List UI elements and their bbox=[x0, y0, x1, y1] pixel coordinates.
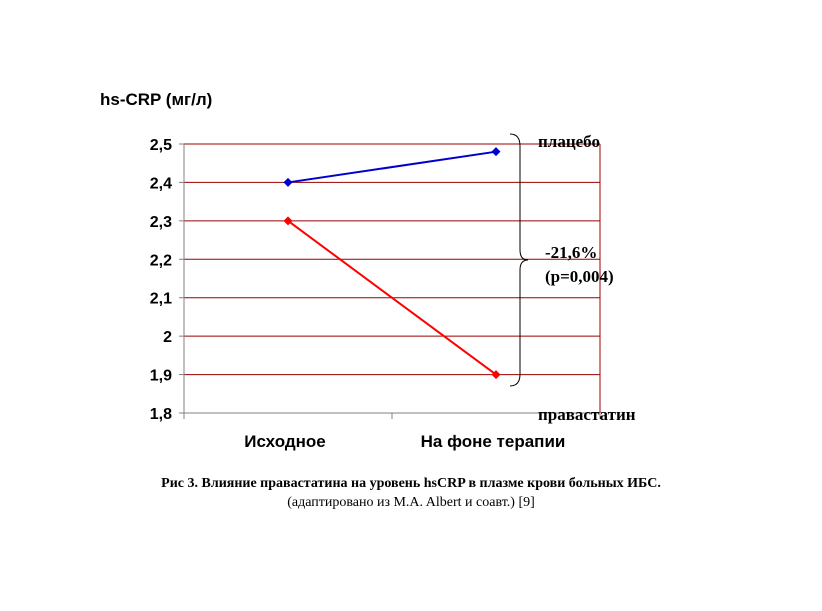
figure-caption: Рис 3. Влияние правастатина на уровень h… bbox=[0, 474, 822, 512]
y-tick-label: 2,2 bbox=[150, 252, 172, 269]
caption-line-1: Рис 3. Влияние правастатина на уровень h… bbox=[161, 476, 661, 491]
annotation-percent: -21,6% bbox=[545, 243, 598, 262]
data-point bbox=[491, 370, 501, 380]
x-tick-label: На фоне терапии bbox=[421, 432, 566, 451]
y-tick-label: 2,1 bbox=[150, 291, 172, 308]
brace-bracket bbox=[509, 133, 529, 387]
y-tick-label: 2 bbox=[163, 329, 172, 346]
y-tick-label: 2,3 bbox=[150, 214, 172, 231]
y-tick-label: 1,9 bbox=[150, 368, 172, 385]
y-axis-title: hs-CRP (мг/л) bbox=[100, 90, 213, 109]
x-tick-label: Исходное bbox=[244, 432, 326, 451]
y-tick-label: 2,4 bbox=[150, 175, 172, 192]
series-line bbox=[287, 220, 497, 376]
series-label-placebo: плацебо bbox=[538, 132, 600, 151]
data-point bbox=[283, 216, 293, 226]
series-label-pravastatin: правастатин bbox=[538, 405, 636, 424]
annotation-pvalue: (p=0,004) bbox=[545, 267, 614, 286]
caption-line-2: (адаптировано из M.A. Albert и соавт.) [… bbox=[287, 495, 535, 510]
data-point bbox=[283, 177, 293, 187]
y-tick-label: 2,5 bbox=[150, 137, 172, 154]
series-line bbox=[287, 150, 497, 184]
y-tick-label: 1,8 bbox=[150, 406, 172, 423]
data-point bbox=[491, 147, 501, 157]
difference-annotation: -21,6% (p=0,004) bbox=[545, 241, 614, 289]
